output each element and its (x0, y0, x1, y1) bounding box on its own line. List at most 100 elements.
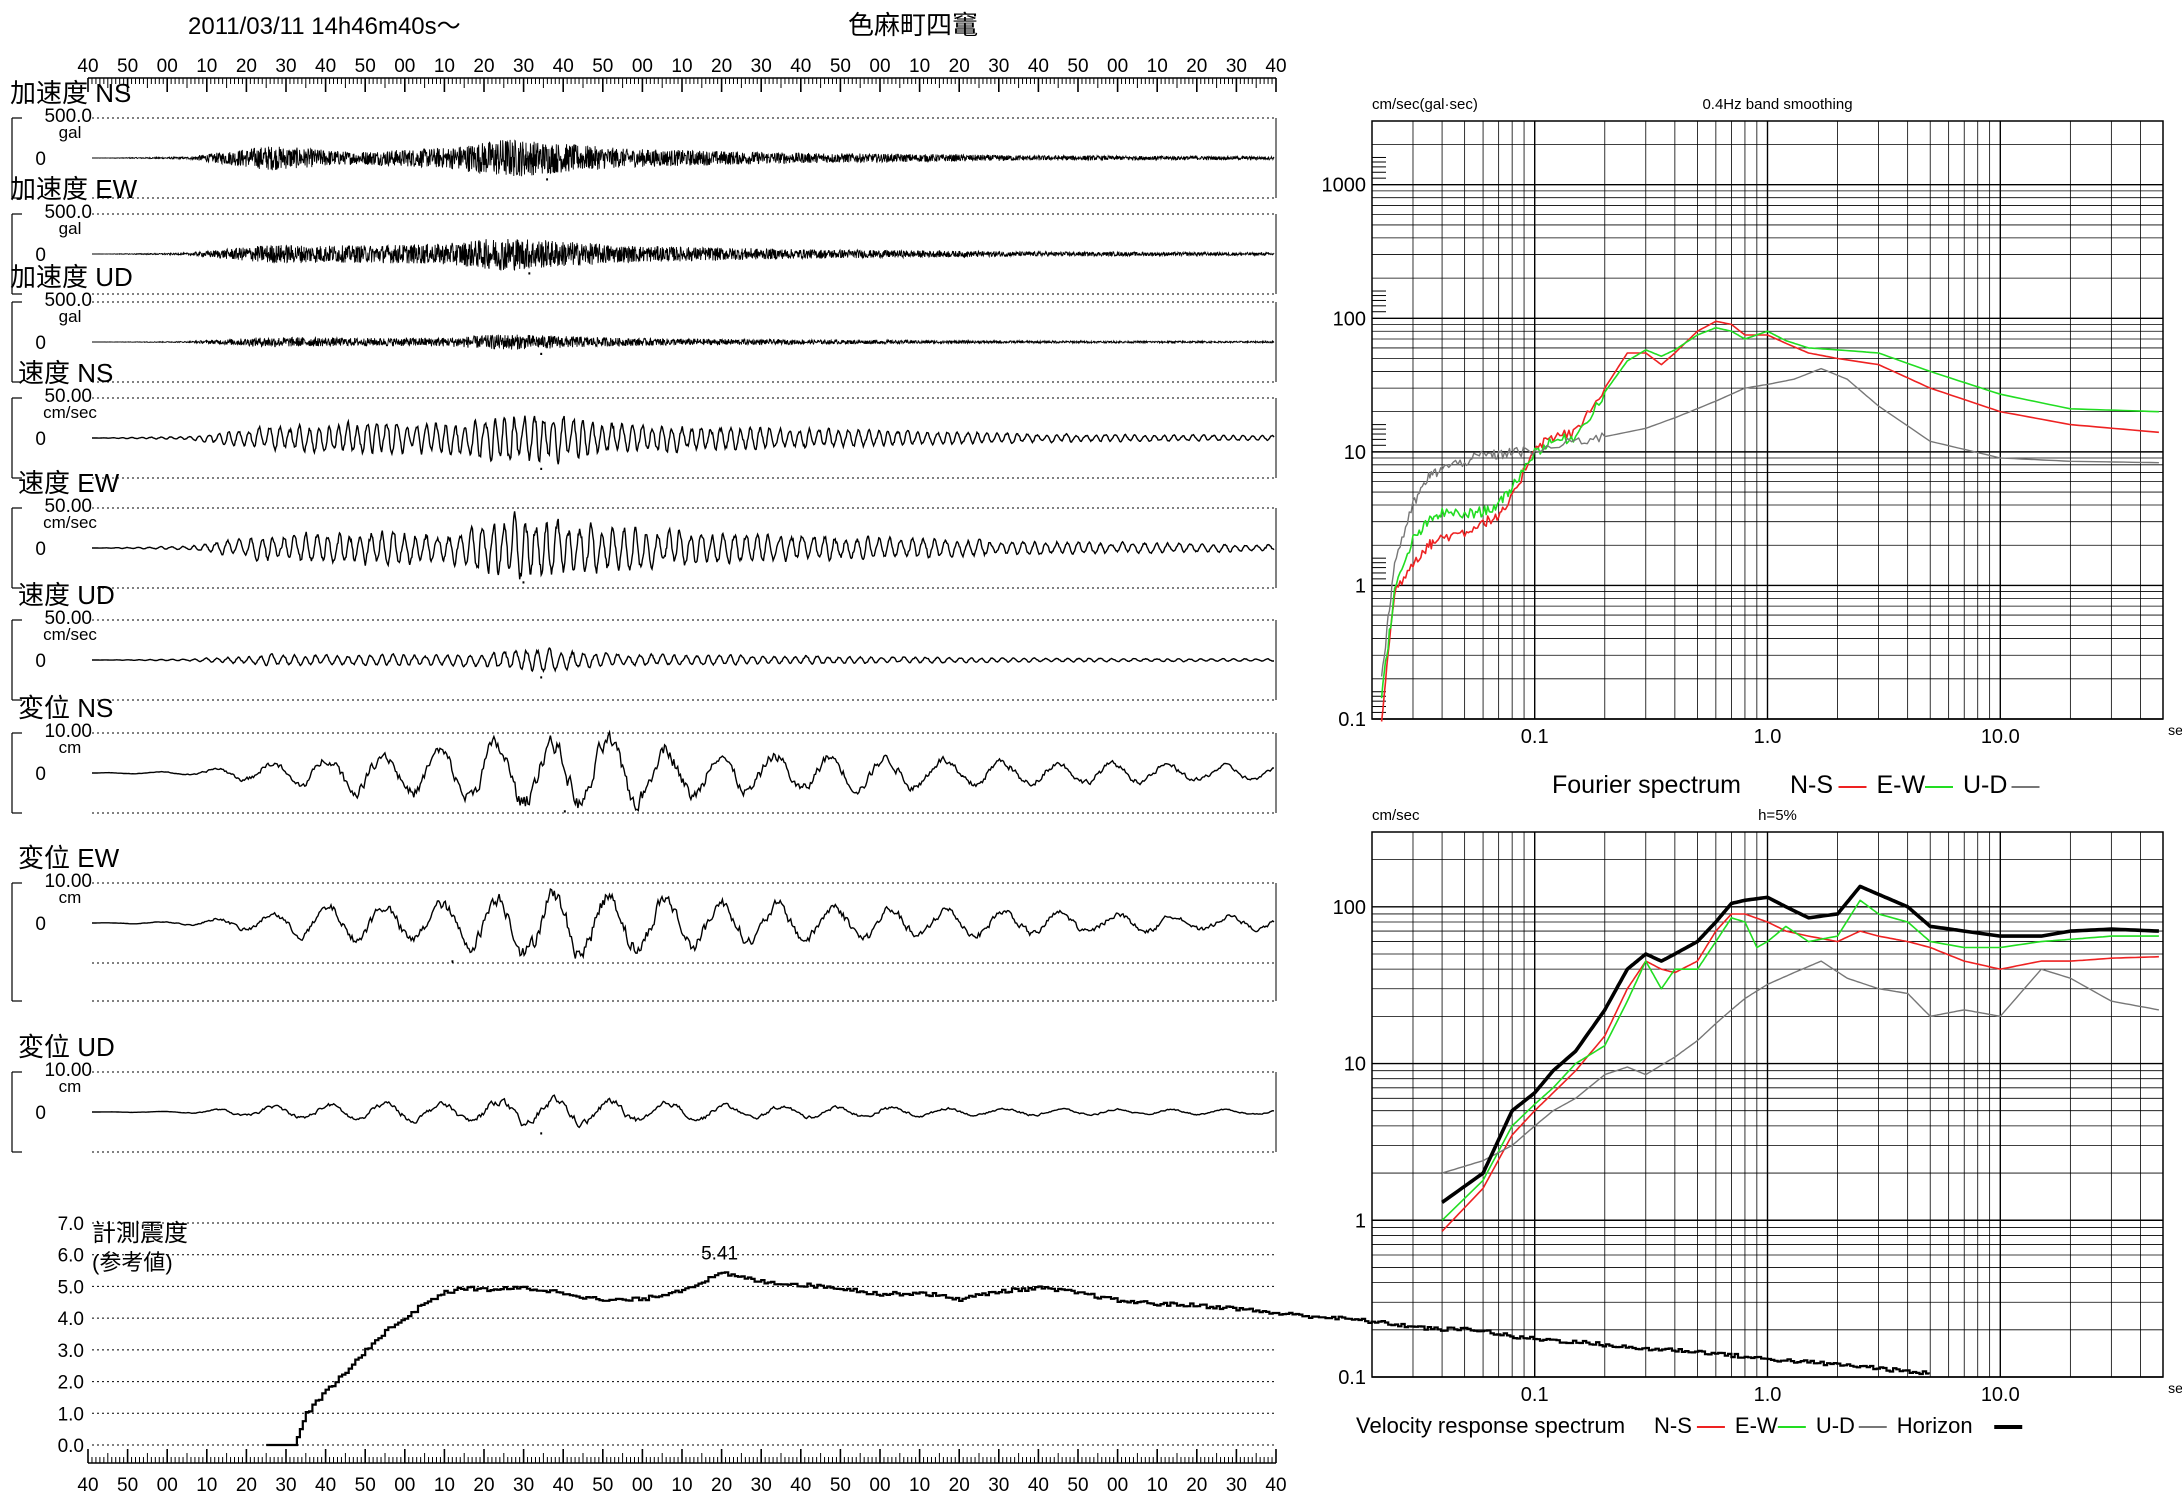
trace-max: 50.00 (44, 608, 92, 629)
time-tick-label: 40 (790, 1475, 811, 1496)
legend: Velocity response spectrum N-S E-W U-D Horiz… (1356, 1413, 2023, 1438)
time-tick-label: 10 (196, 56, 217, 77)
trace-unit: cm (59, 888, 82, 907)
time-tick-label: 50 (117, 1475, 138, 1496)
trace-label: 加速度 EW (10, 174, 138, 204)
time-tick-label: 30 (988, 1475, 1009, 1496)
trace-zero: 0 (35, 1103, 46, 1124)
time-tick-label: 00 (1107, 56, 1128, 77)
waveform (92, 238, 1275, 271)
time-axis-bottom: 40 50 00 10 20 30 40 50 00 10 20 30 40 50 00 10 20 30 40 50… (77, 1449, 1287, 1496)
intensity-tick-label: 4.0 (58, 1309, 84, 1330)
series-line-horizon (1441, 884, 2159, 1204)
series-line-e-w (1441, 899, 2159, 1221)
time-tick-label: 30 (1226, 1475, 1247, 1496)
time-tick-label: 10 (671, 56, 692, 77)
time-tick-label: 10 (671, 1475, 692, 1496)
time-tick-label: 40 (553, 56, 574, 77)
waveform (92, 1094, 1275, 1129)
trace-label: 変位 UD (18, 1032, 115, 1062)
time-tick-label: 50 (117, 56, 138, 77)
legend: Fourier spectrum N-S E-W U-D (1552, 771, 2040, 799)
x-axis-unit: sec (2168, 722, 2182, 738)
time-tick-label: 50 (592, 1475, 613, 1496)
time-tick-label: 50 (355, 56, 376, 77)
peak-marker: · (544, 168, 551, 190)
time-tick-label: 00 (157, 1475, 178, 1496)
time-tick-label: 40 (1028, 1475, 1049, 1496)
peak-marker: · (538, 1122, 545, 1144)
time-tick-label: 40 (77, 56, 98, 77)
trace-max: 10.00 (44, 871, 92, 892)
trace-max: 50.00 (44, 386, 92, 407)
peak-marker: · (538, 457, 545, 479)
trace-zero: 0 (35, 429, 46, 450)
time-tick-label: 00 (869, 1475, 890, 1496)
peak-marker: · (520, 571, 527, 593)
legend-label: U-D (1816, 1413, 1855, 1438)
time-tick-label: 00 (869, 56, 890, 77)
x-axis-unit: sec (2168, 1380, 2182, 1396)
record-datetime: 2011/03/11 14h46m40s〜 (188, 13, 461, 40)
time-tick-label: 40 (1265, 56, 1286, 77)
waveform (92, 511, 1275, 580)
y-tick-label: 10 (1344, 1054, 1366, 1076)
trace-label: 変位 NS (18, 693, 113, 723)
intensity-tick-label: 5.0 (58, 1277, 84, 1298)
time-tick-label: 40 (315, 56, 336, 77)
x-tick-label: 10.0 (1981, 726, 2020, 748)
trace-zero: 0 (35, 914, 46, 935)
velocity-response-chart: 0.1 1.0 10.0 sec 100 10 1 0.1 cm/sec h=5% Velocity… (1333, 807, 2182, 1438)
trace-max: 500.0 (44, 290, 92, 311)
trace-unit: cm (59, 1077, 82, 1096)
time-tick-label: 40 (1265, 1475, 1286, 1496)
y-tick-label: 0.1 (1338, 1367, 1366, 1389)
x-tick-label: 1.0 (1754, 1384, 1782, 1406)
legend-label: N-S (1654, 1413, 1692, 1438)
time-tick-label: 30 (513, 1475, 534, 1496)
intensity-tick-label: 2.0 (58, 1373, 84, 1394)
waveform (92, 415, 1275, 465)
peak-marker: · (538, 666, 545, 688)
time-tick-label: 30 (751, 1475, 772, 1496)
legend-label: U-D (1963, 771, 2007, 799)
trace-unit: cm/sec (43, 513, 97, 532)
time-tick-label: 00 (632, 56, 653, 77)
time-tick-label: 50 (592, 56, 613, 77)
fourier-spectrum-chart: 0.1 1.0 10.0 sec 1000 100 10 1 0.1 cm/sec(gal·sec… (1322, 96, 2182, 799)
trace-unit: cm (59, 738, 82, 757)
time-tick-label: 00 (394, 1475, 415, 1496)
time-tick-label: 40 (315, 1475, 336, 1496)
intensity-tick-label: 6.0 (58, 1246, 84, 1267)
station-name: 色麻町四竃 (848, 10, 978, 40)
time-tick-label: 10 (1147, 1475, 1168, 1496)
trace-unit: cm/sec (43, 403, 97, 422)
series-line-u-d (1380, 367, 2159, 677)
x-tick-label: 10.0 (1981, 1384, 2020, 1406)
intensity-peak-label: 5.41 (701, 1243, 738, 1264)
x-tick-label: 0.1 (1521, 726, 1549, 748)
trace-max: 500.0 (44, 106, 92, 127)
peak-marker: · (538, 342, 545, 364)
time-tick-label: 30 (513, 56, 534, 77)
time-tick-label: 50 (355, 1475, 376, 1496)
series-line-n-s (1441, 913, 2159, 1232)
legend-label: N-S (1790, 771, 1833, 799)
intensity-line (266, 1271, 1931, 1447)
trace-label: 速度 NS (18, 358, 113, 388)
time-tick-label: 50 (1067, 1475, 1088, 1496)
trace-label: 加速度 NS (10, 78, 131, 108)
waveform (92, 729, 1275, 812)
time-tick-label: 40 (553, 1475, 574, 1496)
x-tick-label: 0.1 (1521, 1384, 1549, 1406)
x-tick-label: 1.0 (1754, 726, 1782, 748)
time-tick-label: 10 (1147, 56, 1168, 77)
unit-label: cm/sec(gal·sec) (1372, 96, 1478, 113)
